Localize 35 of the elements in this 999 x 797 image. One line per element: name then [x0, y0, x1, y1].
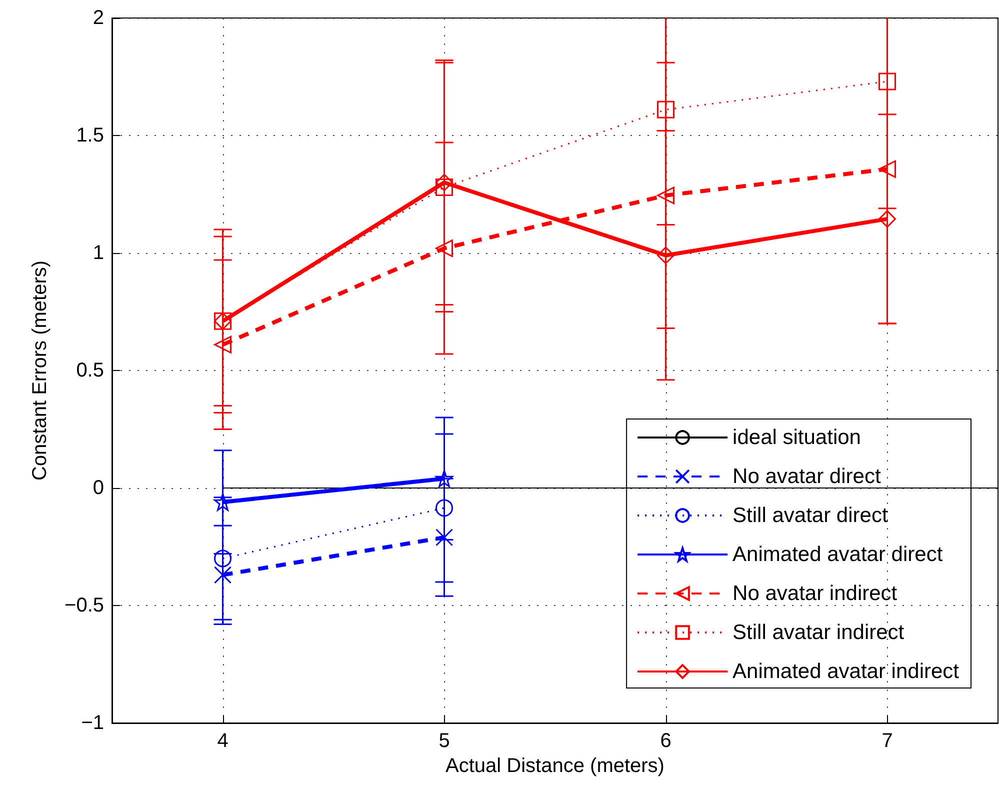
x-tick-label: 6 — [660, 730, 672, 752]
x-tick-label: 7 — [882, 730, 893, 752]
point — [657, 186, 674, 204]
x-tick-label: 4 — [217, 730, 228, 752]
legend-label: Animated avatar indirect — [732, 660, 960, 683]
point — [214, 493, 232, 511]
legend-label: No avatar indirect — [732, 582, 898, 605]
point — [436, 470, 453, 488]
x-axis-title: Actual Distance (meters) — [446, 754, 664, 777]
legend-label: No avatar direct — [732, 465, 881, 488]
legend-label: Animated avatar direct — [732, 543, 943, 566]
point — [436, 240, 453, 258]
y-tick-label: 1.5 — [76, 124, 104, 146]
x-tick-label: 5 — [438, 730, 450, 752]
y-tick-label: 2 — [92, 7, 104, 29]
y-tick-label: 1 — [92, 242, 104, 264]
point — [214, 550, 232, 568]
point — [878, 160, 896, 178]
point — [214, 566, 232, 584]
legend-label: Still avatar indirect — [732, 621, 904, 644]
point — [878, 210, 896, 228]
y-tick-label: −1 — [81, 712, 104, 734]
point — [657, 246, 674, 264]
legend-label: Still avatar direct — [732, 504, 888, 527]
point — [436, 528, 453, 546]
y-axis-title: Constant Errors (meters) — [29, 260, 51, 481]
point — [214, 336, 232, 354]
point — [657, 100, 674, 118]
y-tick-label: −0.5 — [64, 594, 104, 616]
y-tick-label: 0.5 — [76, 360, 104, 382]
point — [436, 178, 453, 196]
point — [878, 72, 896, 90]
legend-label: ideal situation — [732, 426, 861, 449]
point — [436, 499, 453, 517]
y-tick-label: 0 — [92, 477, 104, 499]
